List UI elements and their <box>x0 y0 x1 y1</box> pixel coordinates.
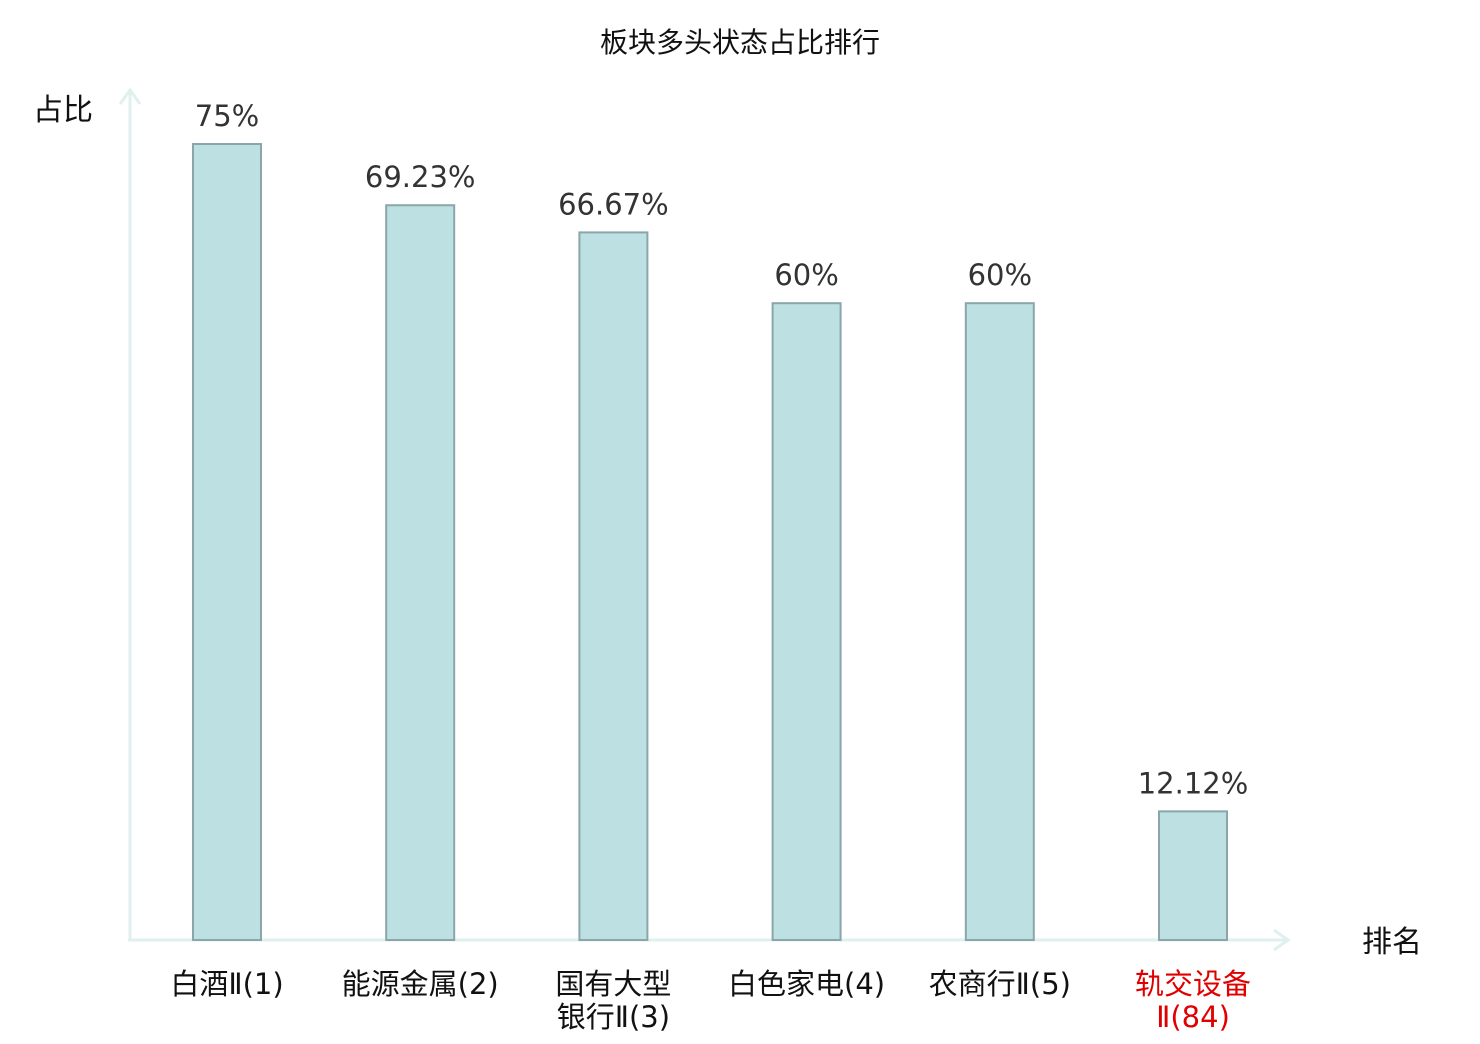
category-label-3-line-2: 银行Ⅱ(3) <box>557 1000 670 1034</box>
category-label-6-line-2: Ⅱ(84) <box>1156 1000 1230 1034</box>
category-label-2-line-1: 能源金属(2) <box>342 967 499 1001</box>
value-label-1: 75% <box>195 99 259 133</box>
value-label-5: 60% <box>968 258 1032 292</box>
bar-1 <box>192 143 262 941</box>
value-label-6: 12.12% <box>1138 766 1249 800</box>
category-label-4-line-1: 白色家电(4) <box>728 967 885 1001</box>
bar-4 <box>771 302 842 941</box>
bar-2 <box>385 204 456 941</box>
y-axis: 占比 <box>33 87 142 940</box>
category-label-3-line-1: 国有大型 <box>555 967 671 1001</box>
value-label-2: 69.23% <box>365 160 476 194</box>
chart-title: 板块多头状态占比排行 <box>600 26 880 59</box>
x-axis-label: 排名 <box>1362 925 1422 960</box>
y-axis-arrow <box>118 87 142 105</box>
category-label-5-line-1: 农商行Ⅱ(5) <box>929 967 1071 1001</box>
bar-5 <box>964 302 1035 941</box>
bar-6 <box>1158 810 1228 941</box>
value-label-4: 60% <box>774 258 838 292</box>
bar-3 <box>578 231 649 942</box>
value-label-3: 66.67% <box>558 187 669 221</box>
bars <box>192 143 1228 942</box>
y-axis-label: 占比 <box>33 93 93 128</box>
x-axis: 排名 <box>128 925 1422 960</box>
category-label-6-line-1: 轨交设备 <box>1135 967 1251 1001</box>
x-axis-arrow <box>1273 928 1291 952</box>
category-label-1-line-1: 白酒Ⅱ(1) <box>170 967 283 1001</box>
value-labels: 75% 69.23% 66.67% 60% 60% 12.12% <box>195 99 1249 800</box>
